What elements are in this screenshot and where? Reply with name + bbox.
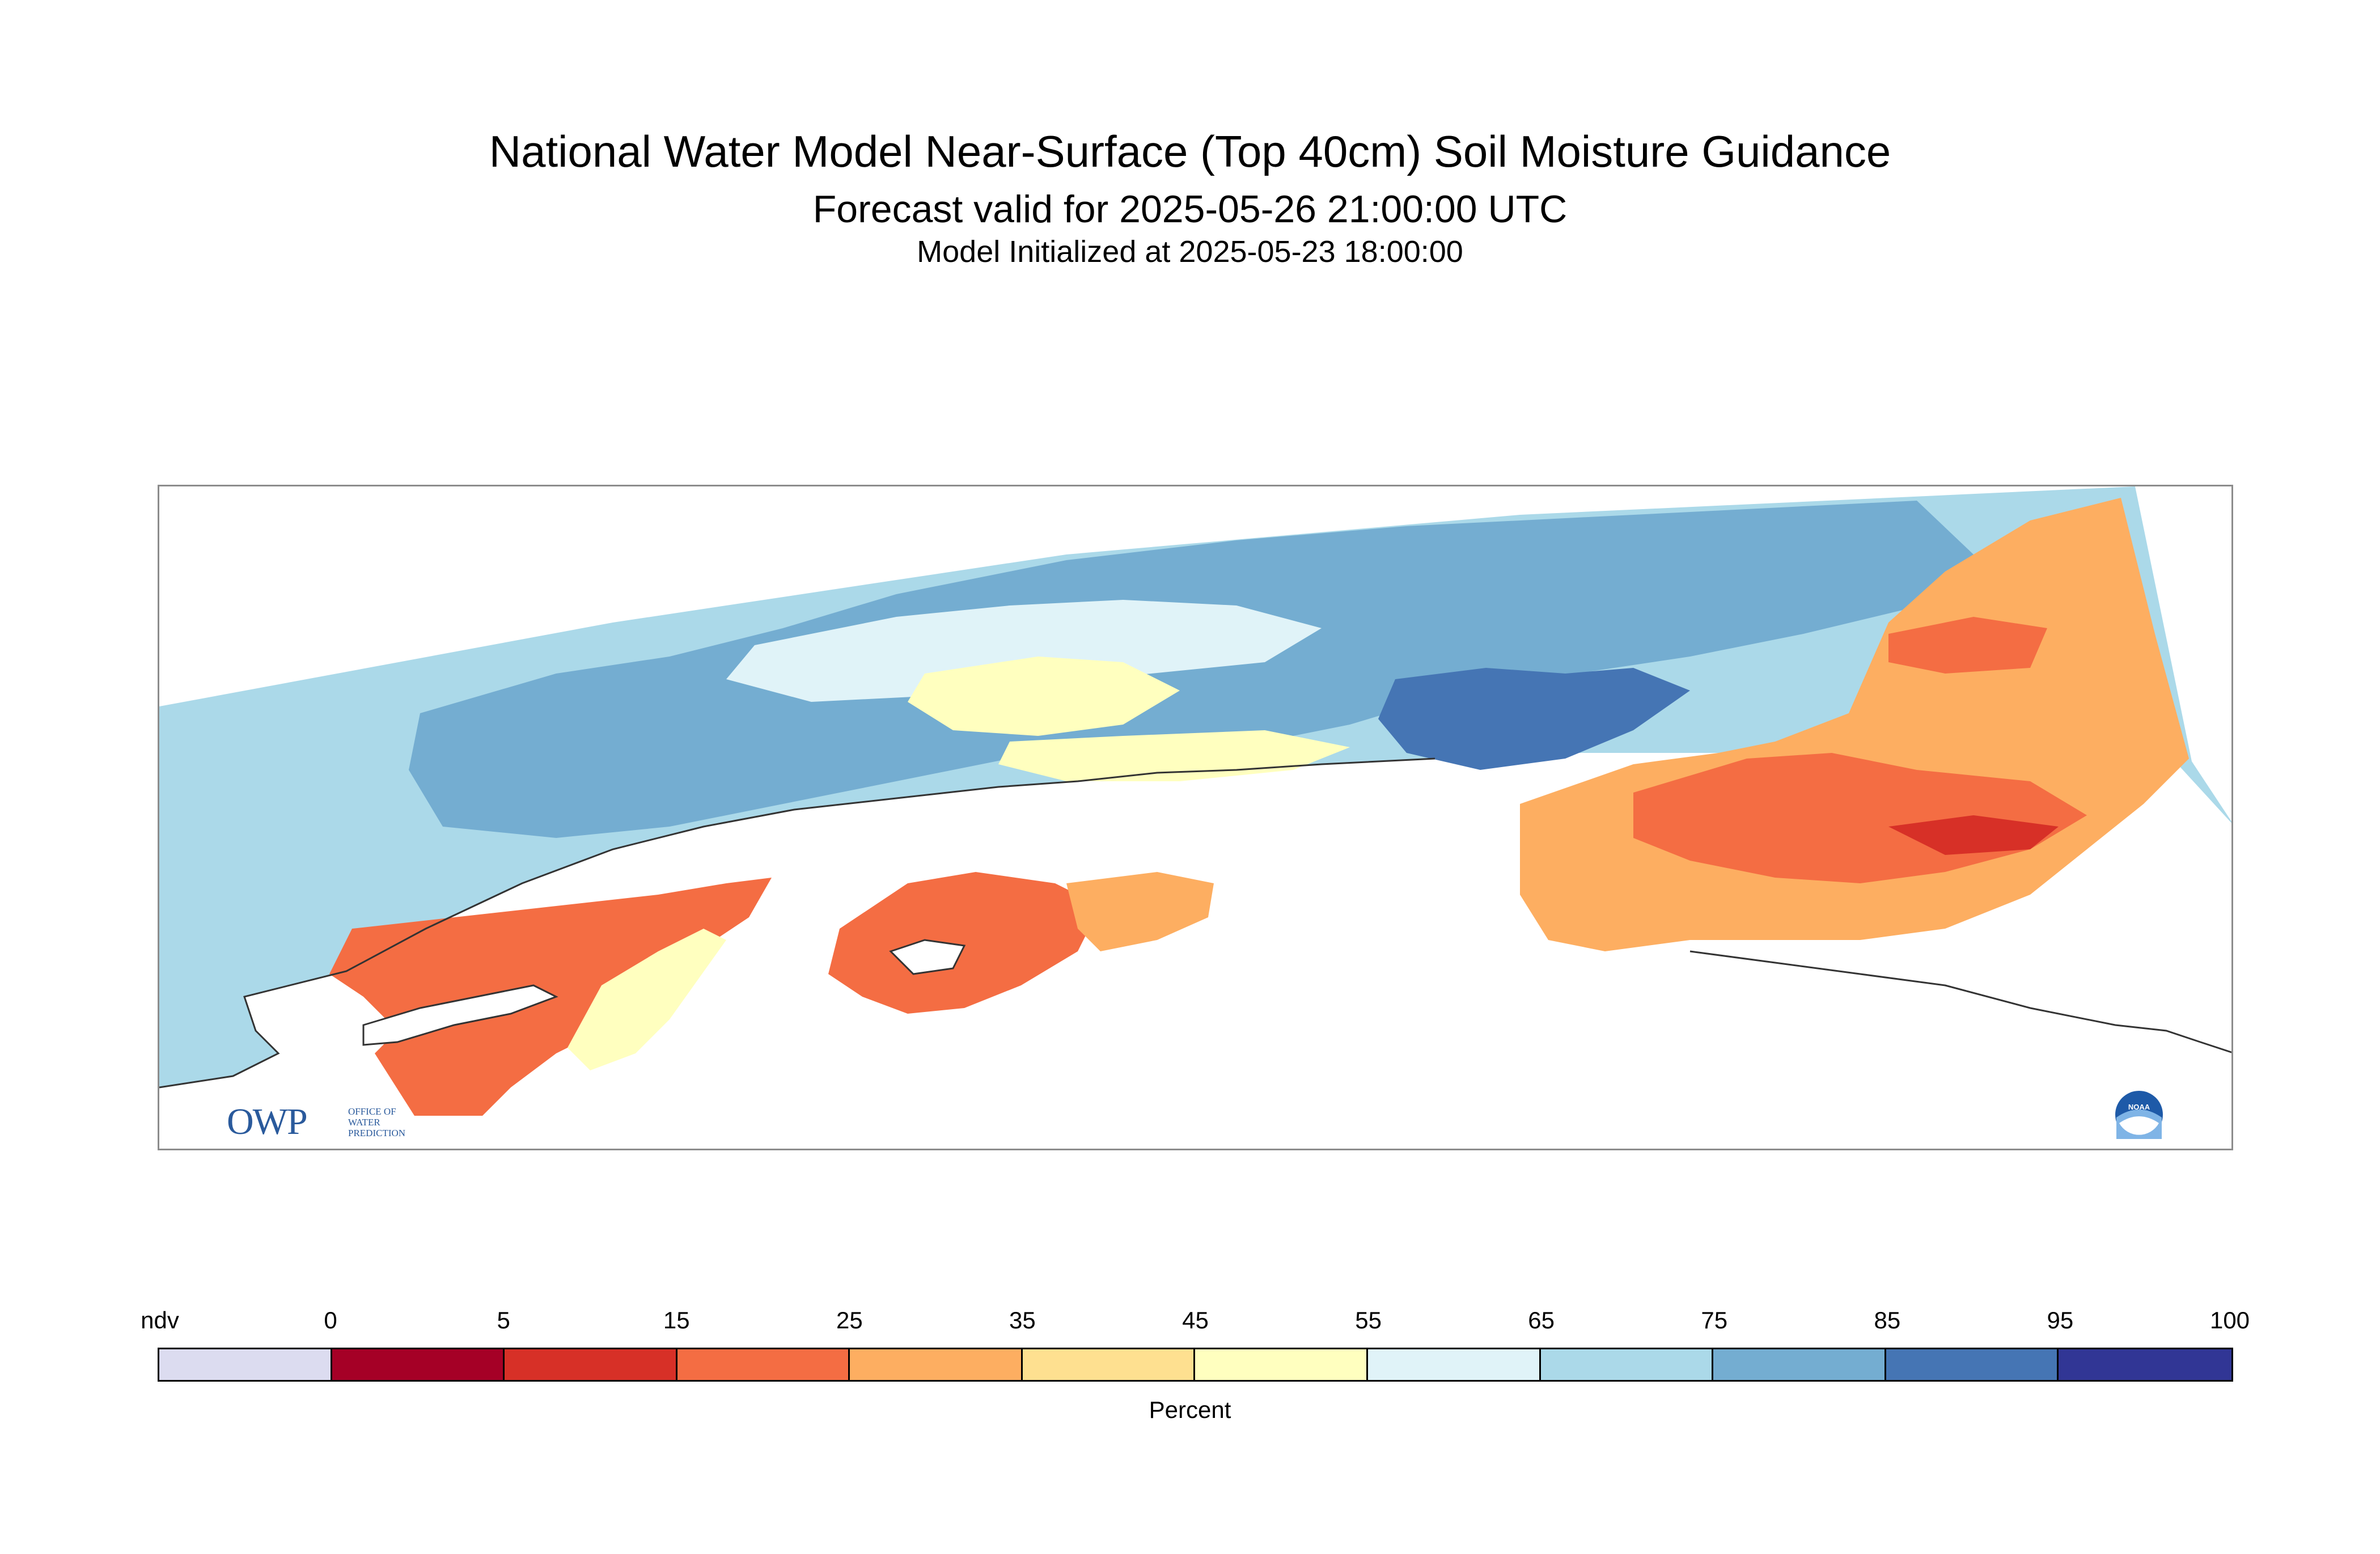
dry-region-southeast-red bbox=[1888, 815, 2059, 855]
dry-region-southwest-yellow bbox=[568, 929, 726, 1070]
moist-region-core bbox=[1378, 668, 1690, 770]
legend-label: Percent bbox=[1149, 1396, 1231, 1423]
owp-logo-letters: OWP bbox=[227, 1101, 308, 1142]
legend-tick-label: 95 bbox=[2047, 1307, 2074, 1333]
legend-tick-label: 25 bbox=[836, 1307, 863, 1333]
legend-swatch bbox=[159, 1349, 332, 1380]
pale-region-2 bbox=[908, 657, 1180, 736]
legend-swatch bbox=[1368, 1349, 1541, 1380]
owp-logo: OWP OFFICE OF WATER PREDICTION bbox=[227, 1102, 442, 1142]
legend-tick-label: 85 bbox=[1874, 1307, 1901, 1333]
forecast-valid-subtitle: Forecast valid for 2025-05-26 21:00:00 U… bbox=[812, 188, 1568, 231]
map-panel bbox=[158, 485, 2233, 1150]
legend-swatch bbox=[1540, 1349, 1714, 1380]
owp-logo-line-1: OFFICE OF bbox=[348, 1106, 396, 1117]
map-title: National Water Model Near-Surface (Top 4… bbox=[489, 126, 1891, 176]
legend-color-bar bbox=[158, 1348, 2233, 1382]
model-initialized-subtitle: Model Initialized at 2025-05-23 18:00:00 bbox=[917, 235, 1463, 269]
legend-swatch bbox=[850, 1349, 1023, 1380]
legend-tick-label: ndv bbox=[141, 1307, 179, 1333]
legend-tick-label: 0 bbox=[324, 1307, 337, 1333]
pale-region-1 bbox=[726, 600, 1322, 702]
legend-tick-label: 65 bbox=[1528, 1307, 1555, 1333]
legend-tick-label: 35 bbox=[1009, 1307, 1036, 1333]
legend-tick-label: 55 bbox=[1355, 1307, 1382, 1333]
southeast-coastline bbox=[1689, 950, 2231, 1053]
legend-swatch bbox=[1713, 1349, 1886, 1380]
legend-swatch bbox=[1022, 1349, 1196, 1380]
dry-region-kenai bbox=[828, 872, 1100, 1014]
soil-moisture-map bbox=[159, 486, 2231, 1149]
owp-logo-line-3: PREDICTION bbox=[348, 1128, 406, 1138]
inlet-outline bbox=[362, 984, 558, 1046]
legend-tick-label: 100 bbox=[2209, 1307, 2250, 1333]
coastline bbox=[159, 757, 1435, 1089]
legend-swatch bbox=[677, 1349, 850, 1380]
dry-region-northeast bbox=[1888, 617, 2047, 674]
legend-swatch bbox=[505, 1349, 677, 1380]
legend-swatch bbox=[2059, 1349, 2231, 1380]
dry-region-kenai-light bbox=[1066, 872, 1214, 951]
legend-swatch bbox=[1195, 1349, 1369, 1380]
legend-swatch bbox=[1886, 1349, 2059, 1380]
owp-logo-line-2: WATER bbox=[348, 1117, 380, 1128]
legend-swatch bbox=[332, 1349, 505, 1380]
noaa-logo-text: NOAA bbox=[2128, 1103, 2150, 1111]
legend-tick-label: 5 bbox=[497, 1307, 510, 1333]
legend-tick-label: 45 bbox=[1182, 1307, 1209, 1333]
island-outline bbox=[889, 939, 966, 975]
noaa-logo: NOAA bbox=[2115, 1091, 2163, 1139]
legend-tick-label: 75 bbox=[1701, 1307, 1728, 1333]
legend-tick-label: 15 bbox=[663, 1307, 690, 1333]
